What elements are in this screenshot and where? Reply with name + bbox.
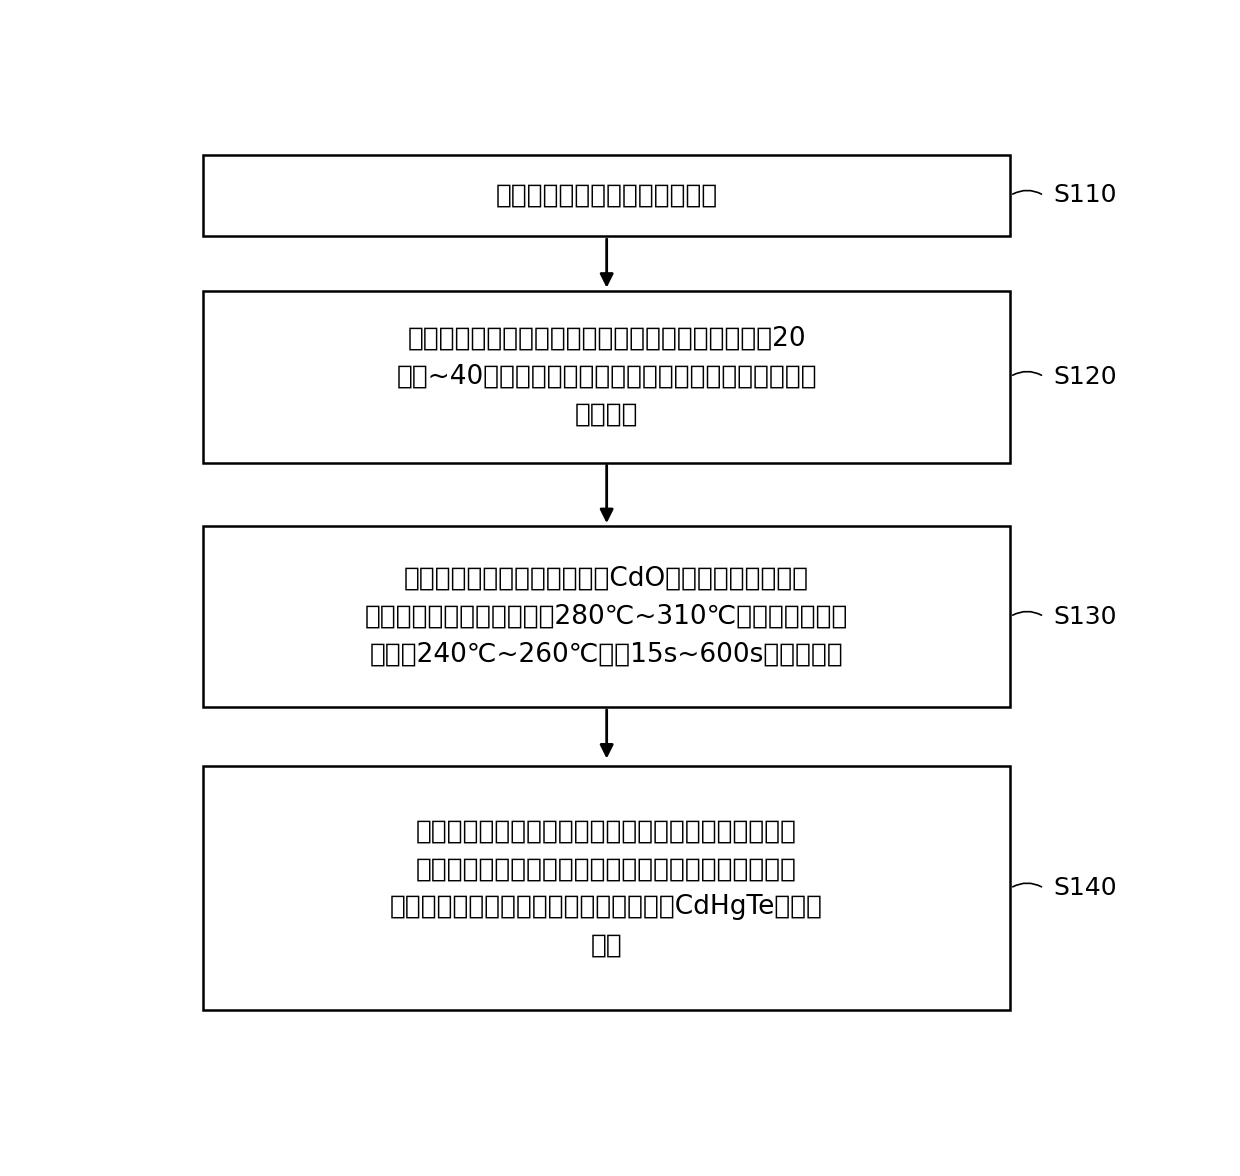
FancyBboxPatch shape xyxy=(203,526,1011,707)
FancyArrowPatch shape xyxy=(1013,191,1042,194)
FancyBboxPatch shape xyxy=(203,155,1011,236)
FancyArrowPatch shape xyxy=(1013,612,1042,615)
FancyArrowPatch shape xyxy=(1013,372,1042,375)
Text: 将反应液与丙酮混合后离心分离，将离心得到的沉淀物
溶于氯仿中，加入汞前体反应两小时，加入正己烷和甲
醇的混合液，离心后得到的上层溶液即为CdHgTe量子点
溶液: 将反应液与丙酮混合后离心分离，将离心得到的沉淀物 溶于氯仿中，加入汞前体反应两小… xyxy=(391,818,823,958)
Text: 在氮气的保护下，将氧化镉（CdO）、油胺、十四烷基
磷酸及十八烯混合后加热至280℃~310℃，加入碲前体，
降温至240℃~260℃反应15s~600s得到反: 在氮气的保护下，将氧化镉（CdO）、油胺、十四烷基 磷酸及十八烯混合后加热至28… xyxy=(365,566,848,668)
Text: S120: S120 xyxy=(1054,365,1117,388)
Text: 将碲溶解于有机膦中得到碲前体: 将碲溶解于有机膦中得到碲前体 xyxy=(496,182,718,208)
Text: S140: S140 xyxy=(1054,876,1117,900)
FancyArrowPatch shape xyxy=(1013,883,1042,887)
FancyBboxPatch shape xyxy=(203,290,1011,462)
Text: 将醋酸汞加入含有氢氧化钾和十二硫醇的甲醇中反应20
分钟~40分钟得到沉淀，将沉淀干燥洗涤后溶于氯仿中得
到汞前体: 将醋酸汞加入含有氢氧化钾和十二硫醇的甲醇中反应20 分钟~40分钟得到沉淀，将沉… xyxy=(397,326,817,428)
Text: S110: S110 xyxy=(1054,183,1117,207)
FancyBboxPatch shape xyxy=(203,766,1011,1010)
Text: S130: S130 xyxy=(1054,604,1117,628)
